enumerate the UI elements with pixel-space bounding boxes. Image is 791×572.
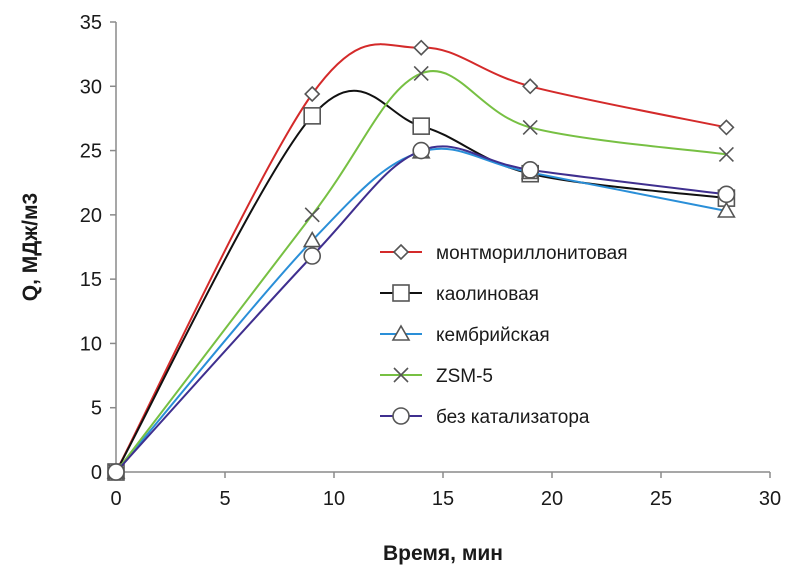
y-axis-title: Q, МДж/м3 xyxy=(19,193,42,301)
legend-item: без катализатора xyxy=(380,407,590,428)
data-point xyxy=(522,119,538,135)
series-line xyxy=(115,43,727,473)
y-tick-label: 35 xyxy=(80,12,102,34)
x-tick-label: 15 xyxy=(432,488,454,510)
data-point xyxy=(413,39,430,56)
legend-marker xyxy=(392,243,410,261)
x-tick-label: 10 xyxy=(323,488,345,510)
legend-item: ZSM-5 xyxy=(380,366,493,387)
series-4 xyxy=(107,141,736,481)
legend-marker xyxy=(393,367,409,383)
legend-label: монтмориллонитовая xyxy=(436,243,627,264)
legend-label: без катализатора xyxy=(436,407,590,428)
legend-item: каолиновая xyxy=(380,284,539,305)
series-2 xyxy=(106,142,736,479)
x-tick-label: 0 xyxy=(110,488,121,510)
y-tick-label: 5 xyxy=(91,398,102,420)
legend-marker xyxy=(392,407,410,425)
y-tick-label: 0 xyxy=(91,462,102,484)
data-point xyxy=(412,117,431,135)
data-point xyxy=(304,207,320,223)
legend-marker xyxy=(391,324,411,341)
data-point xyxy=(522,78,539,95)
series-layer xyxy=(106,39,736,481)
y-tick-label: 20 xyxy=(80,205,102,227)
x-tick-label: 20 xyxy=(541,488,563,510)
y-tick-label: 30 xyxy=(80,76,102,98)
legend-marker xyxy=(392,284,410,302)
y-tick-label: 15 xyxy=(80,269,102,291)
x-tick-label: 25 xyxy=(650,488,672,510)
legend: монтмориллонитовая каолиновая кембрийская Z… xyxy=(380,243,627,428)
data-point xyxy=(718,146,734,162)
axes: 0 5 10 15 20 25 30 35 0 5 10 15 20 25 30 xyxy=(80,12,781,510)
data-point xyxy=(521,161,540,179)
legend-item: монтмориллонитовая xyxy=(380,243,627,264)
data-point xyxy=(718,119,735,136)
data-point xyxy=(412,141,431,160)
data-point xyxy=(303,107,322,125)
x-axis-title: Время, мин xyxy=(383,542,503,565)
y-tick-label: 25 xyxy=(80,141,102,163)
data-point xyxy=(302,230,322,248)
series-line xyxy=(115,145,727,473)
data-point xyxy=(304,85,321,103)
series-line xyxy=(115,147,727,473)
y-tick-label: 10 xyxy=(80,333,102,355)
series-0 xyxy=(107,39,735,481)
data-point xyxy=(107,463,125,481)
x-tick-label: 5 xyxy=(219,488,230,510)
data-point xyxy=(717,201,736,218)
data-point xyxy=(413,65,429,81)
legend-label: каолиновая xyxy=(436,284,539,305)
data-point xyxy=(717,185,736,204)
x-tick-label: 30 xyxy=(759,488,781,510)
legend-item: кембрийская xyxy=(380,324,550,346)
data-point xyxy=(303,247,322,265)
legend-label: кембрийская xyxy=(436,325,550,346)
series-line xyxy=(115,70,727,473)
legend-label: ZSM-5 xyxy=(436,366,493,387)
